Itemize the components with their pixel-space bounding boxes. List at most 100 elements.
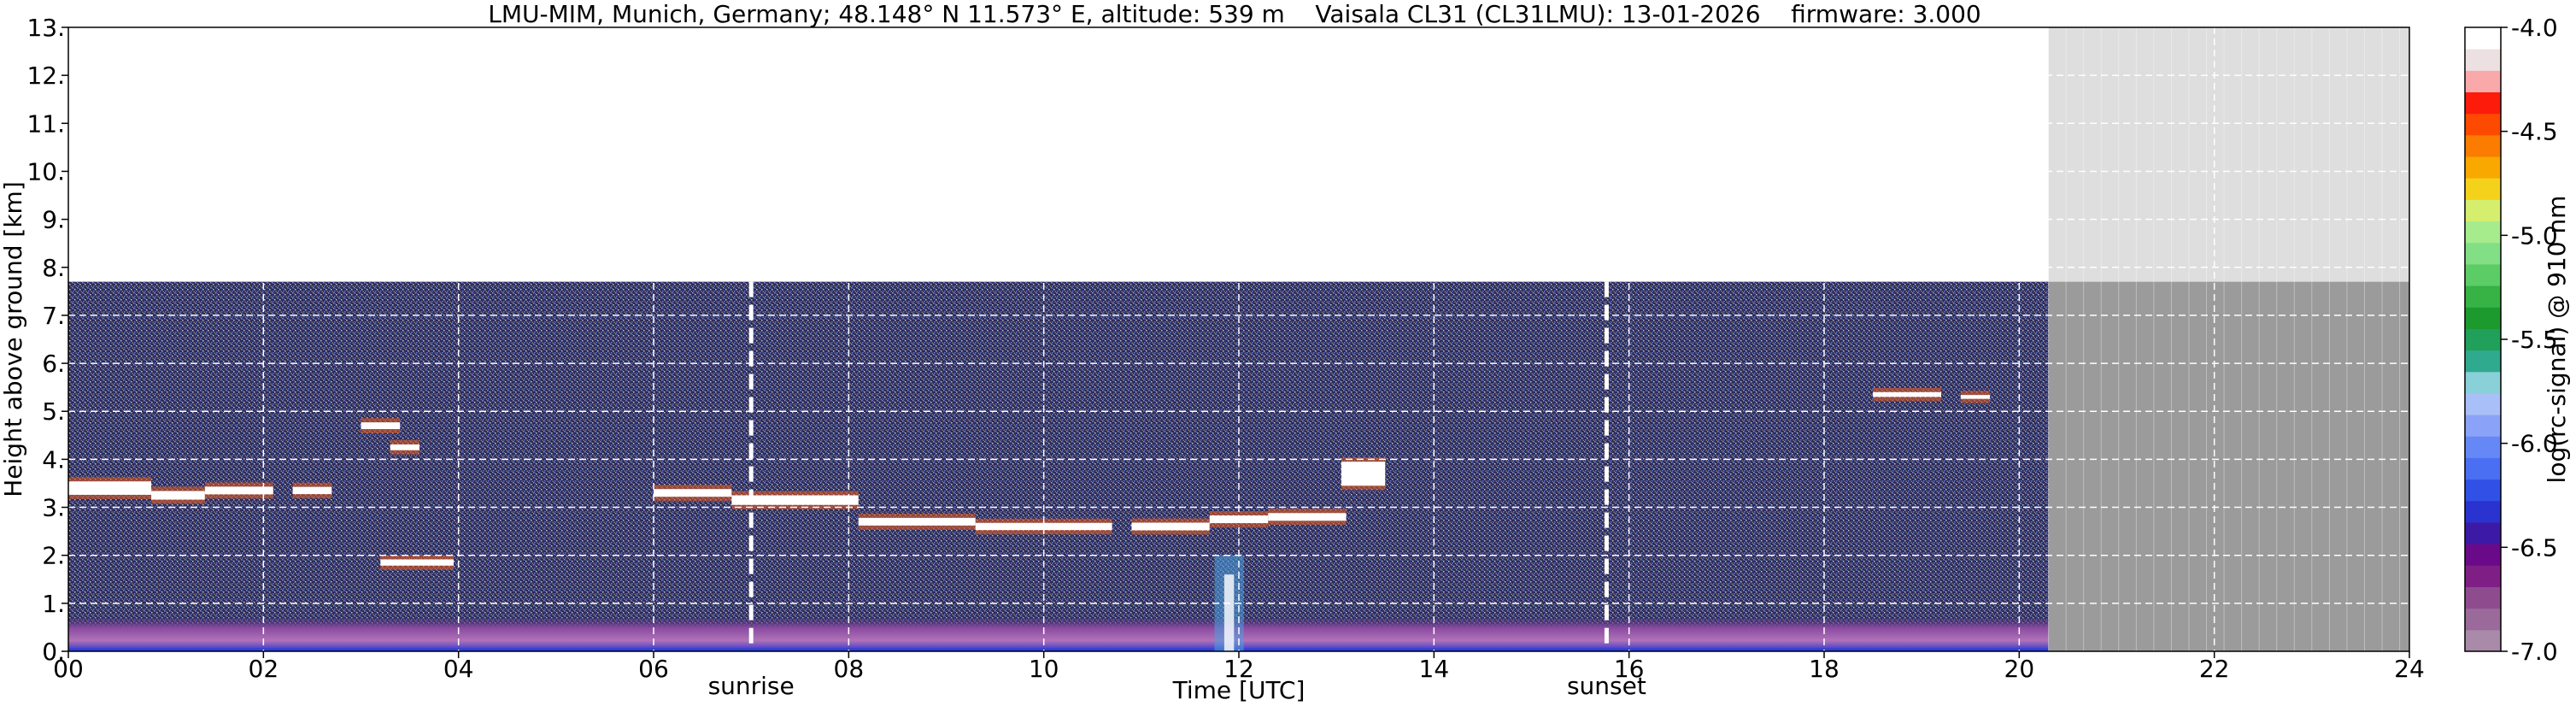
sun-annotation-label: sunrise: [708, 672, 795, 700]
cloud-patch: [858, 517, 976, 526]
colorbar-swatch: [2465, 70, 2501, 93]
colorbar-swatch: [2465, 392, 2501, 415]
cloud-patch: [731, 495, 859, 505]
colorbar-swatch: [2465, 629, 2501, 652]
colorbar-swatches: [2465, 27, 2501, 652]
colorbar-swatch: [2465, 328, 2501, 351]
fall-streak-core: [1223, 574, 1235, 651]
cloud-patch: [68, 481, 152, 495]
x-tick-label: 12: [1223, 655, 1254, 683]
colorbar-swatch: [2465, 521, 2501, 544]
y-tick-label: 0.: [42, 638, 65, 666]
no-data-upper: [2048, 27, 2409, 282]
colorbar-swatch: [2465, 479, 2501, 502]
colorbar-swatch: [2465, 242, 2501, 265]
ground-line: [68, 648, 2049, 651]
colorbar-tick-label: -7.0: [2511, 638, 2558, 666]
cloud-patch: [151, 491, 205, 500]
colorbar: -4.0 -4.5 -5.0 -5.5 -6.0 -6.5 -7.0 log(rc-sign…: [2464, 14, 2571, 666]
colorbar-swatch: [2465, 27, 2501, 50]
colorbar-tick-label: -4.5: [2511, 118, 2558, 146]
y-tick-label: 7.: [42, 302, 65, 330]
colorbar-swatch: [2465, 113, 2501, 136]
y-tick-label: 9.: [42, 206, 65, 234]
x-axis: 00 02 04 06 08 10 12 14 16 18 20 22 24: [53, 651, 2425, 683]
cloud-patch: [380, 559, 454, 566]
colorbar-swatch: [2465, 371, 2501, 394]
colorbar-swatch: [2465, 457, 2501, 480]
plot-area: sunrise sunset: [67, 26, 2410, 700]
colorbar-ticks: -4.0 -4.5 -5.0 -5.5 -6.0 -6.5 -7.0: [2501, 14, 2558, 666]
colorbar-swatch: [2465, 156, 2501, 179]
cloud-patch: [1341, 462, 1386, 486]
colorbar-swatch: [2465, 49, 2501, 71]
x-tick-label: 24: [2394, 655, 2425, 683]
x-axis-label: Time [UTC]: [1172, 676, 1306, 704]
y-tick-label: 11.: [26, 109, 65, 138]
signal-field: [68, 27, 2409, 651]
x-tick-label: 00: [53, 655, 84, 683]
colorbar-swatch: [2465, 436, 2501, 458]
colorbar-swatch: [2465, 350, 2501, 373]
y-axis-label: Height above ground [km]: [0, 181, 27, 497]
colorbar-swatch: [2465, 500, 2501, 523]
cloud-patch: [390, 444, 420, 450]
x-tick-label: 06: [638, 655, 669, 683]
cloud-patch: [1131, 522, 1210, 531]
y-tick-label: 3.: [42, 494, 65, 522]
no-data-lower: [2048, 281, 2409, 651]
colorbar-swatch: [2465, 199, 2501, 222]
colorbar-swatch: [2465, 307, 2501, 329]
colorbar-swatch: [2465, 586, 2501, 609]
colorbar-swatch: [2465, 608, 2501, 631]
y-tick-label: 13.: [26, 14, 65, 42]
x-tick-label: 22: [2199, 655, 2230, 683]
cloud-patch: [292, 486, 332, 495]
surface-layer: [68, 615, 2049, 651]
cloud-patch: [1873, 391, 1941, 397]
cloud-patch: [1960, 395, 1991, 399]
y-tick-label: 2.: [42, 542, 65, 570]
colorbar-tick-label: -6.5: [2511, 533, 2558, 562]
y-tick-label: 1.: [42, 590, 65, 618]
noise-field: [68, 281, 2049, 651]
colorbar-swatch: [2465, 565, 2501, 587]
cloud-patch: [975, 522, 1112, 531]
y-tick-label: 8.: [42, 254, 65, 282]
x-tick-label: 16: [1614, 655, 1645, 683]
cloud-features: [68, 387, 1991, 651]
x-tick-label: 20: [2004, 655, 2035, 683]
y-tick-label: 4.: [42, 445, 65, 474]
x-tick-label: 02: [249, 655, 279, 683]
colorbar-tick-label: -6.0: [2511, 430, 2558, 458]
cloud-patch: [361, 422, 401, 430]
colorbar-tick-label: -4.0: [2511, 14, 2558, 42]
x-tick-label: 04: [443, 655, 474, 683]
chart-title: LMU-MIM, Munich, Germany; 48.148° N 11.5…: [488, 0, 1981, 28]
y-tick-label: 12.: [26, 62, 65, 90]
cloud-patch: [654, 489, 732, 497]
colorbar-swatch: [2465, 134, 2501, 157]
colorbar-swatch: [2465, 544, 2501, 566]
x-tick-label: 18: [1809, 655, 1840, 683]
y-tick-label: 10.: [26, 157, 65, 185]
colorbar-swatch: [2465, 415, 2501, 437]
cloud-patch: [204, 486, 273, 495]
cloud-patch: [1268, 513, 1347, 521]
colorbar-swatch: [2465, 91, 2501, 115]
x-tick-label: 14: [1419, 655, 1450, 683]
colorbar-tick-label: -5.0: [2511, 221, 2558, 250]
colorbar-swatch: [2465, 263, 2501, 286]
sun-annotations: sunrise sunset: [708, 281, 1646, 700]
y-tick-label: 5.: [42, 397, 65, 426]
y-axis: 0. 1. 2. 3. 4. 5. 6. 7. 8. 9. 10. 11. 12. 13.: [26, 14, 68, 666]
colorbar-swatch: [2465, 178, 2501, 200]
grid: [68, 27, 2409, 651]
x-tick-label: 08: [834, 655, 865, 683]
colorbar-swatch: [2465, 285, 2501, 308]
colorbar-tick-label: -5.5: [2511, 326, 2558, 354]
colorbar-swatch: [2465, 221, 2501, 244]
sun-annotation-label: sunset: [1567, 672, 1646, 700]
x-tick-label: 10: [1029, 655, 1059, 683]
